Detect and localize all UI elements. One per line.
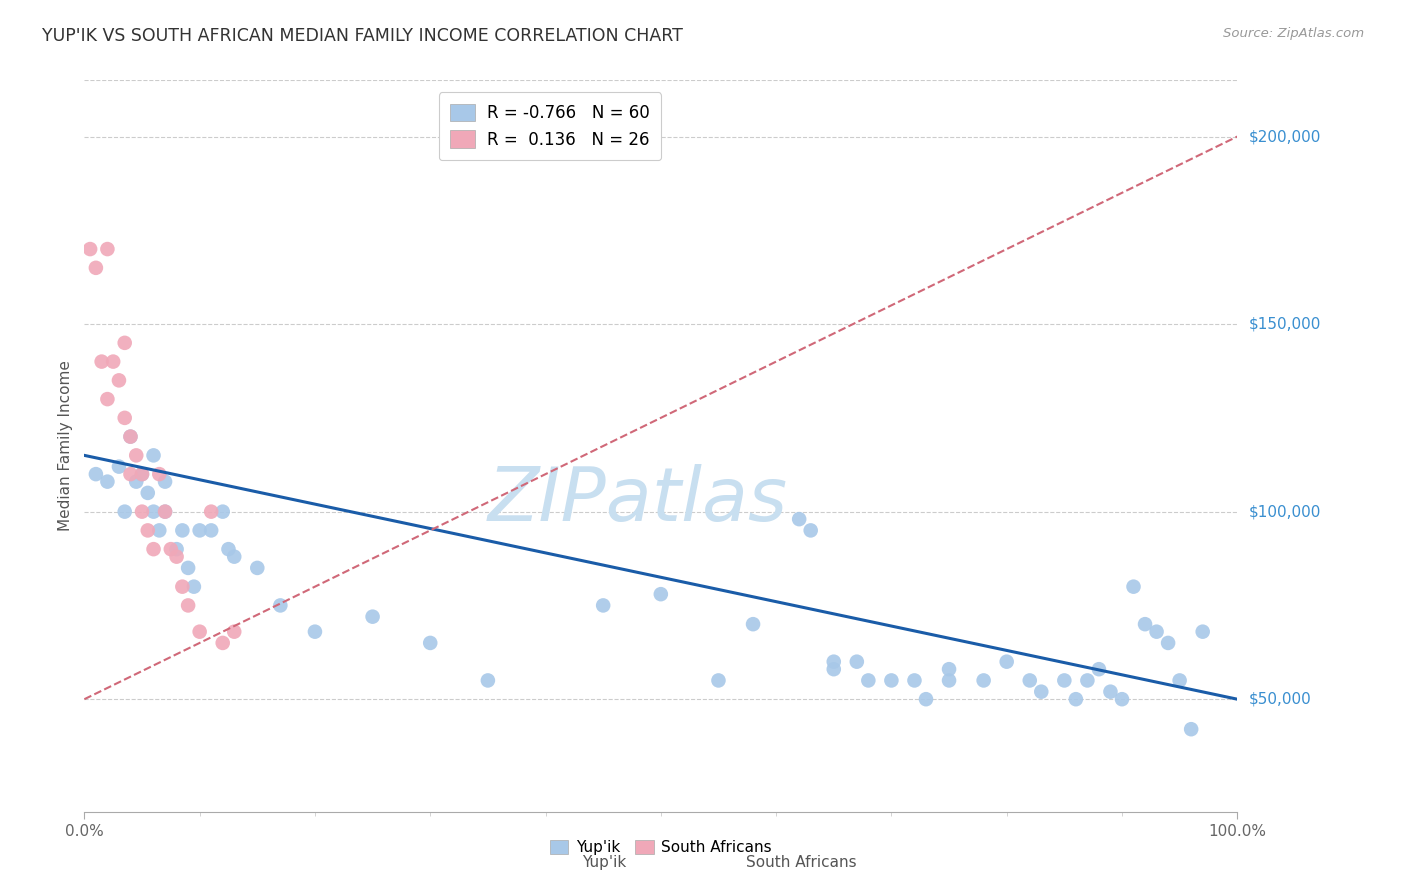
- Point: [166, 542, 188, 557]
- Text: $50,000: $50,000: [1249, 691, 1312, 706]
- Point: [166, 549, 188, 564]
- Text: $100,000: $100,000: [1249, 504, 1320, 519]
- Legend: R = -0.766   N = 60, R =  0.136   N = 26: R = -0.766 N = 60, R = 0.136 N = 26: [439, 92, 661, 161]
- Point: [1053, 673, 1076, 688]
- Point: [125, 449, 148, 463]
- Point: [108, 373, 131, 387]
- Text: South Africans: South Africans: [747, 855, 856, 870]
- Point: [224, 624, 246, 639]
- Point: [96, 242, 118, 256]
- Point: [188, 524, 211, 538]
- Point: [246, 561, 269, 575]
- Point: [800, 524, 823, 538]
- Point: [131, 467, 153, 482]
- Point: [108, 459, 131, 474]
- Text: YUP'IK VS SOUTH AFRICAN MEDIAN FAMILY INCOME CORRELATION CHART: YUP'IK VS SOUTH AFRICAN MEDIAN FAMILY IN…: [42, 27, 683, 45]
- Point: [742, 617, 765, 632]
- Point: [1111, 692, 1133, 706]
- Point: [136, 524, 159, 538]
- Point: [211, 636, 233, 650]
- Point: [84, 467, 107, 482]
- Point: [995, 655, 1018, 669]
- Point: [304, 624, 326, 639]
- Text: Yup'ik: Yup'ik: [582, 855, 627, 870]
- Point: [188, 624, 211, 639]
- Point: [96, 475, 118, 489]
- Point: [211, 505, 233, 519]
- Point: [915, 692, 938, 706]
- Point: [172, 524, 194, 538]
- Point: [938, 673, 960, 688]
- Point: [183, 580, 205, 594]
- Point: [1191, 624, 1213, 639]
- Point: [1157, 636, 1180, 650]
- Point: [1031, 684, 1053, 698]
- Point: [153, 505, 176, 519]
- Point: [103, 354, 124, 368]
- Point: [90, 354, 112, 368]
- Point: [1168, 673, 1191, 688]
- Point: [177, 599, 200, 613]
- Point: [114, 505, 136, 519]
- Text: $200,000: $200,000: [1249, 129, 1320, 144]
- Point: [120, 429, 142, 443]
- Point: [160, 542, 183, 557]
- Point: [136, 486, 159, 500]
- Point: [114, 410, 136, 425]
- Point: [477, 673, 499, 688]
- Point: [96, 392, 118, 406]
- Point: [973, 673, 995, 688]
- Point: [200, 505, 222, 519]
- Point: [787, 512, 810, 526]
- Point: [142, 542, 165, 557]
- Point: [224, 549, 246, 564]
- Point: [1064, 692, 1087, 706]
- Point: [845, 655, 868, 669]
- Point: [131, 467, 153, 482]
- Point: [142, 505, 165, 519]
- Point: [153, 505, 176, 519]
- Point: [1122, 580, 1144, 594]
- Point: [172, 580, 194, 594]
- Point: [823, 655, 845, 669]
- Point: [114, 335, 136, 350]
- Text: $150,000: $150,000: [1249, 317, 1320, 332]
- Point: [1018, 673, 1040, 688]
- Point: [650, 587, 672, 601]
- Point: [120, 429, 142, 443]
- Y-axis label: Median Family Income: Median Family Income: [58, 360, 73, 532]
- Point: [148, 467, 170, 482]
- Point: [938, 662, 960, 676]
- Point: [1146, 624, 1168, 639]
- Point: [707, 673, 730, 688]
- Text: ZIPatlas: ZIPatlas: [488, 465, 787, 536]
- Point: [880, 673, 903, 688]
- Point: [823, 662, 845, 676]
- Point: [131, 505, 153, 519]
- Point: [419, 636, 441, 650]
- Point: [218, 542, 240, 557]
- Point: [1088, 662, 1111, 676]
- Point: [79, 242, 101, 256]
- Point: [125, 475, 148, 489]
- Point: [858, 673, 880, 688]
- Point: [200, 524, 222, 538]
- Point: [120, 467, 142, 482]
- Point: [148, 524, 170, 538]
- Point: [1133, 617, 1156, 632]
- Point: [1180, 722, 1202, 736]
- Point: [592, 599, 614, 613]
- Point: [153, 475, 176, 489]
- Text: Source: ZipAtlas.com: Source: ZipAtlas.com: [1223, 27, 1364, 40]
- Point: [903, 673, 925, 688]
- Point: [269, 599, 291, 613]
- Point: [361, 609, 384, 624]
- Point: [84, 260, 107, 275]
- Point: [1076, 673, 1098, 688]
- Point: [177, 561, 200, 575]
- Point: [1099, 684, 1122, 698]
- Point: [142, 449, 165, 463]
